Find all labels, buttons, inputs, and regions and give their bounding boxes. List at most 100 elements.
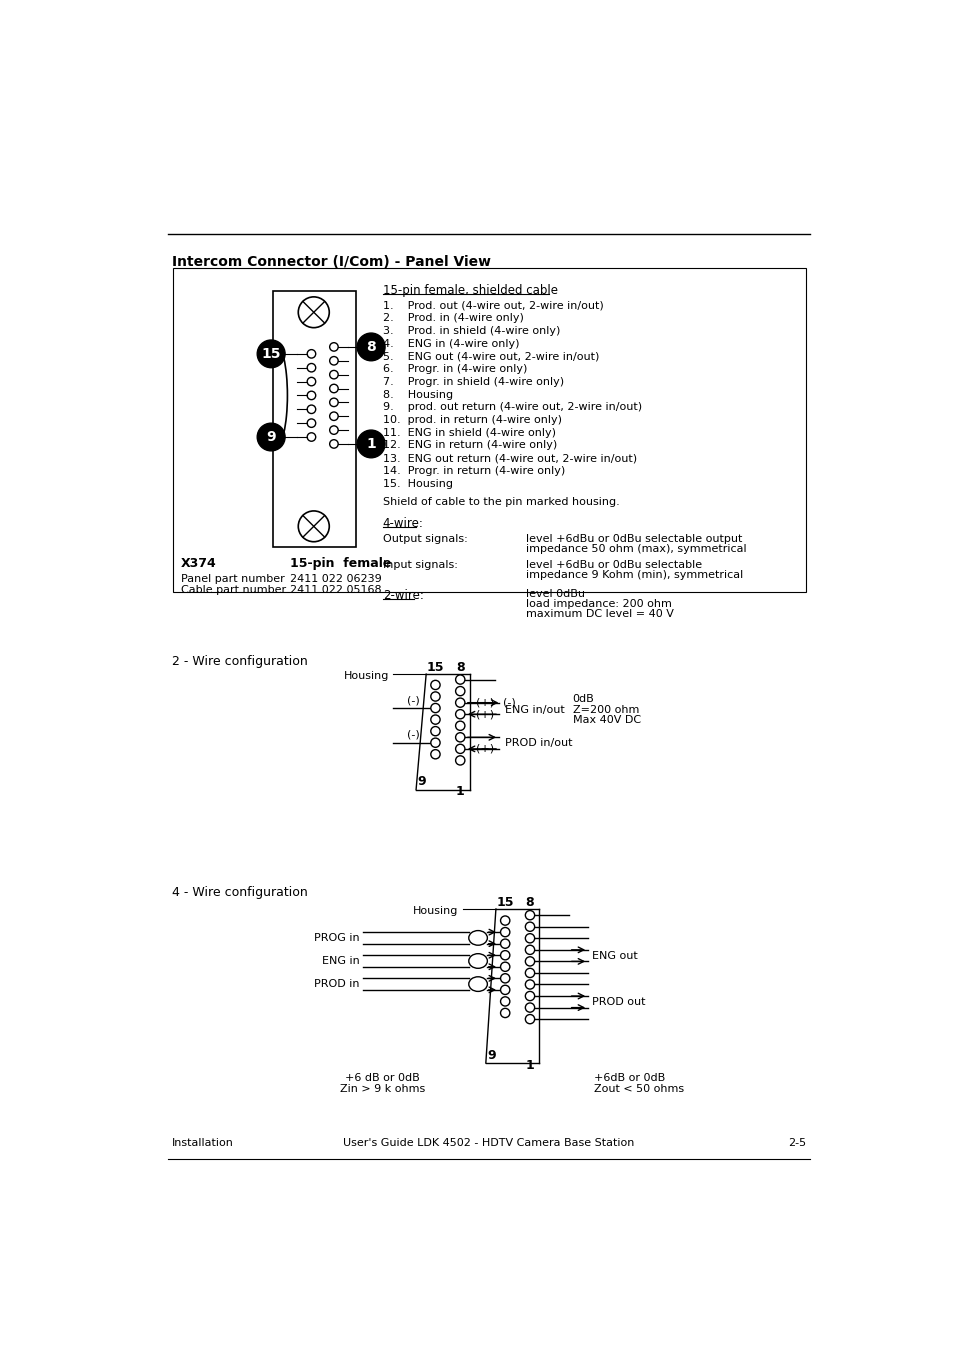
Circle shape [431,681,439,689]
Text: Intercom Connector (I/Com) - Panel View: Intercom Connector (I/Com) - Panel View [172,254,491,269]
Text: ENG in: ENG in [321,955,359,966]
Text: impedance 50 ohm (max), symmetrical: impedance 50 ohm (max), symmetrical [525,544,746,554]
Text: Zout < 50 ohms: Zout < 50 ohms [593,1084,683,1094]
Text: 13.  ENG out return (4-wire out, 2-wire in/out): 13. ENG out return (4-wire out, 2-wire i… [382,453,637,463]
Circle shape [330,439,337,449]
Circle shape [298,297,329,328]
Text: Input signals:: Input signals: [382,559,457,570]
Ellipse shape [468,977,487,992]
Text: 7.    Progr. in shield (4-wire only): 7. Progr. in shield (4-wire only) [382,377,563,386]
Text: 1.    Prod. out (4-wire out, 2-wire in/out): 1. Prod. out (4-wire out, 2-wire in/out) [382,301,603,311]
Text: level +6dBu or 0dBu selectable output: level +6dBu or 0dBu selectable output [525,535,741,544]
Circle shape [500,974,509,984]
Text: 8: 8 [525,896,534,909]
Text: 6.    Progr. in (4-wire only): 6. Progr. in (4-wire only) [382,365,527,374]
Circle shape [456,721,464,731]
Circle shape [307,392,315,400]
Text: ENG out: ENG out [592,951,638,961]
Ellipse shape [468,954,487,969]
Text: 2-5: 2-5 [787,1138,805,1148]
Circle shape [431,692,439,701]
Circle shape [356,334,385,361]
Text: level +6dBu or 0dBu selectable: level +6dBu or 0dBu selectable [525,559,701,570]
Text: impedance 9 Kohm (min), symmetrical: impedance 9 Kohm (min), symmetrical [525,570,742,580]
Circle shape [456,686,464,696]
Circle shape [330,399,337,407]
Circle shape [525,934,534,943]
Text: 15-pin female, shielded cable: 15-pin female, shielded cable [382,284,558,297]
Text: 15.  Housing: 15. Housing [382,478,453,489]
Text: PROD in/out: PROD in/out [505,738,572,747]
Circle shape [257,340,285,367]
Circle shape [500,1008,509,1017]
Circle shape [525,979,534,989]
Text: 2411 022 06239: 2411 022 06239 [290,574,381,584]
Circle shape [431,727,439,736]
Circle shape [456,698,464,708]
Text: 2 - Wire configuration: 2 - Wire configuration [172,655,308,667]
Text: 8: 8 [456,661,464,674]
Text: 0dB: 0dB [572,694,594,704]
Bar [173,269,805,592]
Circle shape [330,370,337,378]
Text: +6 dB or 0dB: +6 dB or 0dB [345,1073,419,1084]
Text: Shield of cable to the pin marked housing.: Shield of cable to the pin marked housin… [382,497,618,508]
Text: (-): (-) [407,730,419,740]
Circle shape [500,962,509,971]
Text: load impedance: 200 ohm: load impedance: 200 ohm [525,598,671,609]
Text: 15-pin  female: 15-pin female [290,557,391,570]
Text: (+): (+) [476,709,494,719]
Circle shape [431,704,439,713]
Text: 8.    Housing: 8. Housing [382,389,453,400]
Circle shape [330,426,337,434]
Text: Panel part number: Panel part number [181,574,285,584]
Text: 15: 15 [496,896,514,909]
Ellipse shape [468,931,487,946]
Circle shape [500,916,509,925]
Text: Output signals:: Output signals: [382,535,467,544]
Text: (-): (-) [502,697,515,708]
Circle shape [431,738,439,747]
Circle shape [525,969,534,978]
Text: 9.    prod. out return (4-wire out, 2-wire in/out): 9. prod. out return (4-wire out, 2-wire … [382,403,641,412]
Circle shape [307,363,315,372]
Text: 9: 9 [416,775,425,789]
Text: 1: 1 [525,1059,534,1071]
Circle shape [356,430,385,458]
Circle shape [456,755,464,765]
Circle shape [431,715,439,724]
Circle shape [500,928,509,936]
Text: 11.  ENG in shield (4-wire only): 11. ENG in shield (4-wire only) [382,428,556,438]
Text: Z=200 ohm: Z=200 ohm [572,705,639,715]
Text: 4 - Wire configuration: 4 - Wire configuration [172,886,308,898]
Circle shape [525,911,534,920]
Text: 15: 15 [426,661,444,674]
Circle shape [500,997,509,1006]
Text: 5.    ENG out (4-wire out, 2-wire in/out): 5. ENG out (4-wire out, 2-wire in/out) [382,351,598,362]
Circle shape [431,750,439,759]
Circle shape [525,992,534,1001]
Circle shape [330,384,337,393]
Text: 4-wire:: 4-wire: [382,516,423,530]
Circle shape [330,343,337,351]
Text: PROD out: PROD out [592,997,645,1006]
Circle shape [330,412,337,420]
Circle shape [525,1002,534,1012]
Circle shape [500,939,509,948]
Text: 15: 15 [261,347,280,361]
Circle shape [500,985,509,994]
Text: +6dB or 0dB: +6dB or 0dB [593,1073,664,1084]
Text: maximum DC level = 40 V: maximum DC level = 40 V [525,609,673,619]
Circle shape [456,732,464,742]
Text: Installation: Installation [172,1138,233,1148]
Text: 2411 022 05168: 2411 022 05168 [290,585,381,594]
Circle shape [456,744,464,754]
Circle shape [456,676,464,684]
Circle shape [500,951,509,959]
Circle shape [307,419,315,427]
Circle shape [525,1015,534,1024]
Text: Housing: Housing [413,907,458,916]
Bar [273,292,355,547]
Circle shape [298,511,329,542]
Text: 12.  ENG in return (4-wire only): 12. ENG in return (4-wire only) [382,440,557,450]
